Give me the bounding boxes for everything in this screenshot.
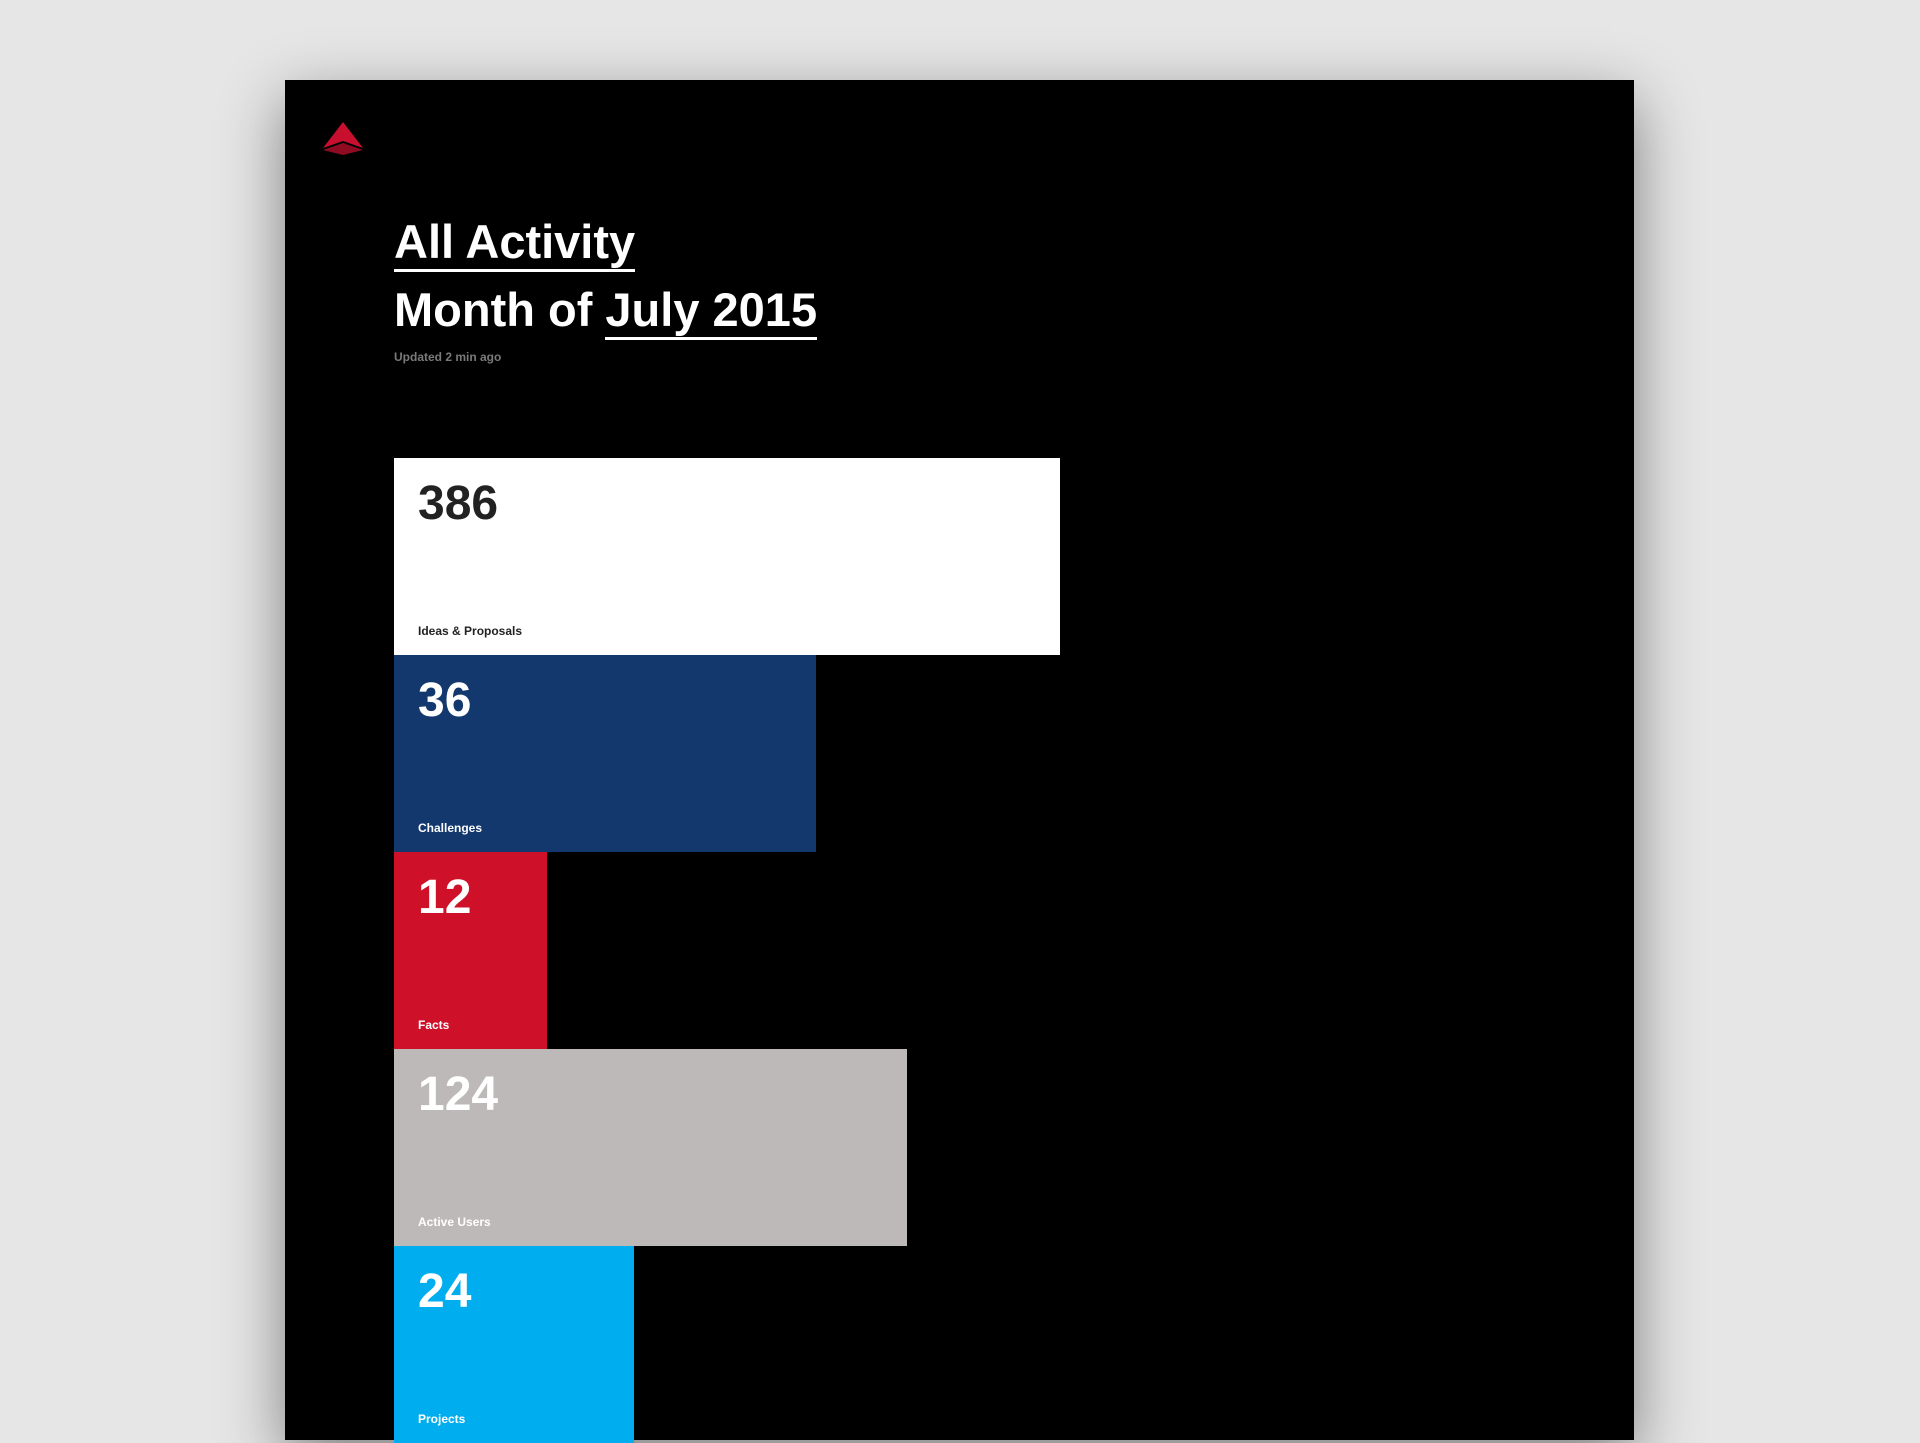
logo (323, 122, 363, 155)
activity-tile[interactable]: 124 Active Users (394, 1049, 907, 1246)
activity-count: 24 (418, 1265, 472, 1318)
activity-label: Ideas & Proposals (418, 624, 523, 638)
period[interactable]: July 2015 (605, 283, 818, 340)
activity-label: Active Users (418, 1215, 491, 1229)
activity-count: 386 (418, 477, 499, 530)
activity-tile[interactable]: 386 Ideas & Proposals (394, 458, 1060, 655)
title: All Activity Month of July 2015 (394, 208, 818, 344)
title-text: All Activity (394, 215, 636, 272)
activity-count: 124 (418, 1068, 499, 1121)
activity-list: 386 Ideas & Proposals 36 Challenges 12 Facts 1… (394, 458, 1060, 1443)
activity-tile[interactable]: 36 Challenges (394, 655, 816, 852)
updated-note: Updated 2 min ago (394, 350, 502, 364)
activity-tile[interactable]: 24 Projects (394, 1246, 634, 1443)
activity-count: 36 (418, 674, 472, 727)
dashboard-panel: All Activity Month of July 2015 Updated … (285, 80, 1634, 1443)
activity-label: Projects (418, 1412, 466, 1426)
period-prefix: Month of (394, 283, 593, 336)
activity-label: Facts (418, 1018, 450, 1032)
activity-count: 12 (418, 871, 472, 924)
activity-label: Challenges (418, 821, 483, 835)
activity-tile[interactable]: 12 Facts (394, 852, 547, 1049)
